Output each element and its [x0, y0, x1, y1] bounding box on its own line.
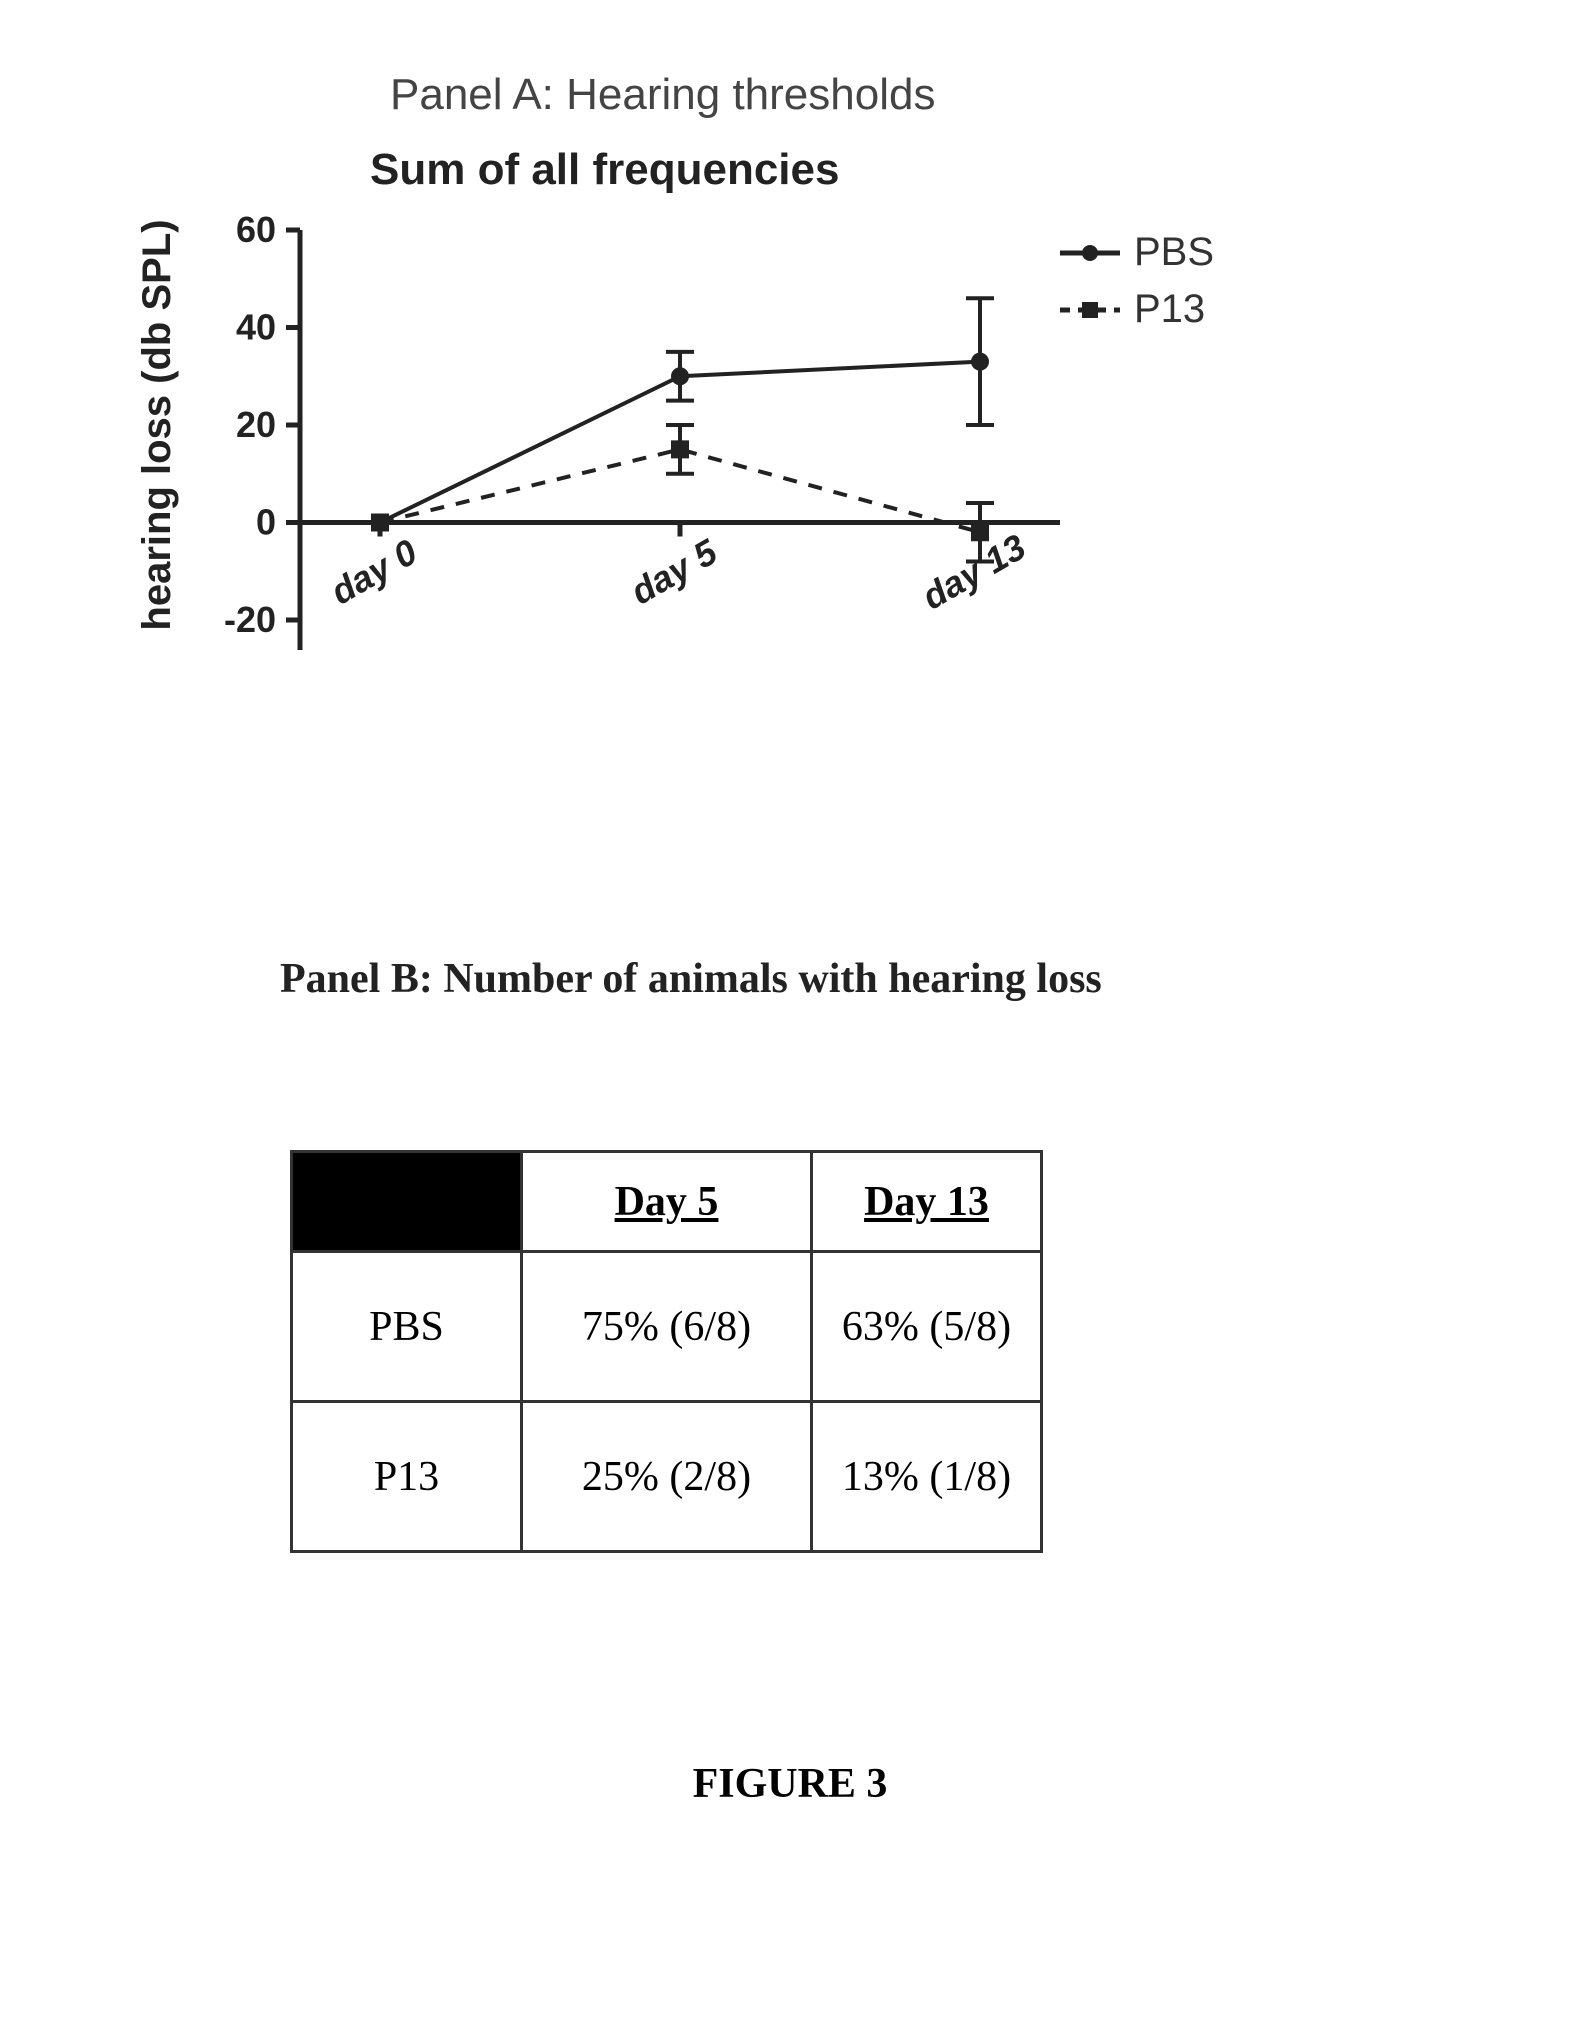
- table-header-blank: [292, 1152, 522, 1252]
- figure-caption: FIGURE 3: [0, 1760, 1580, 1808]
- cell-value: 13% (1/8): [812, 1402, 1042, 1552]
- svg-text:day 5: day 5: [624, 530, 725, 612]
- svg-text:20: 20: [236, 404, 276, 445]
- legend-label: P13: [1134, 287, 1205, 332]
- legend-label: PBS: [1134, 230, 1214, 275]
- cell-value: 25% (2/8): [522, 1402, 812, 1552]
- panel-b-title: Panel B: Number of animals with hearing …: [280, 955, 1102, 1003]
- hearing-chart: -200204060day 0day 5day 13hearing loss (…: [120, 200, 1220, 760]
- row-label: PBS: [292, 1252, 522, 1402]
- panel-b-table: Day 5 Day 13 PBS 75% (6/8) 63% (5/8) P13…: [290, 1150, 1043, 1553]
- table-header-day5: Day 5: [522, 1152, 812, 1252]
- cell-value: 63% (5/8): [812, 1252, 1042, 1402]
- table-header-day13: Day 13: [812, 1152, 1042, 1252]
- svg-text:40: 40: [236, 307, 276, 348]
- svg-text:hearing loss (db SPL): hearing loss (db SPL): [135, 219, 179, 630]
- chart-svg: -200204060day 0day 5day 13hearing loss (…: [120, 200, 1220, 760]
- panel-a-title: Panel A: Hearing thresholds: [390, 70, 935, 120]
- panel-b-table-container: Day 5 Day 13 PBS 75% (6/8) 63% (5/8) P13…: [290, 1150, 1043, 1553]
- svg-text:day 0: day 0: [324, 531, 424, 613]
- legend-item: P13: [1060, 287, 1214, 332]
- svg-text:-20: -20: [224, 599, 276, 640]
- cell-value: 75% (6/8): [522, 1252, 812, 1402]
- chart-legend: PBS P13: [1060, 230, 1214, 344]
- svg-text:0: 0: [256, 502, 276, 543]
- panel-a-subtitle: Sum of all frequencies: [370, 145, 839, 195]
- table-row: P13 25% (2/8) 13% (1/8): [292, 1402, 1042, 1552]
- svg-text:60: 60: [236, 209, 276, 250]
- table-row: PBS 75% (6/8) 63% (5/8): [292, 1252, 1042, 1402]
- table-header-row: Day 5 Day 13: [292, 1152, 1042, 1252]
- legend-item: PBS: [1060, 230, 1214, 275]
- row-label: P13: [292, 1402, 522, 1552]
